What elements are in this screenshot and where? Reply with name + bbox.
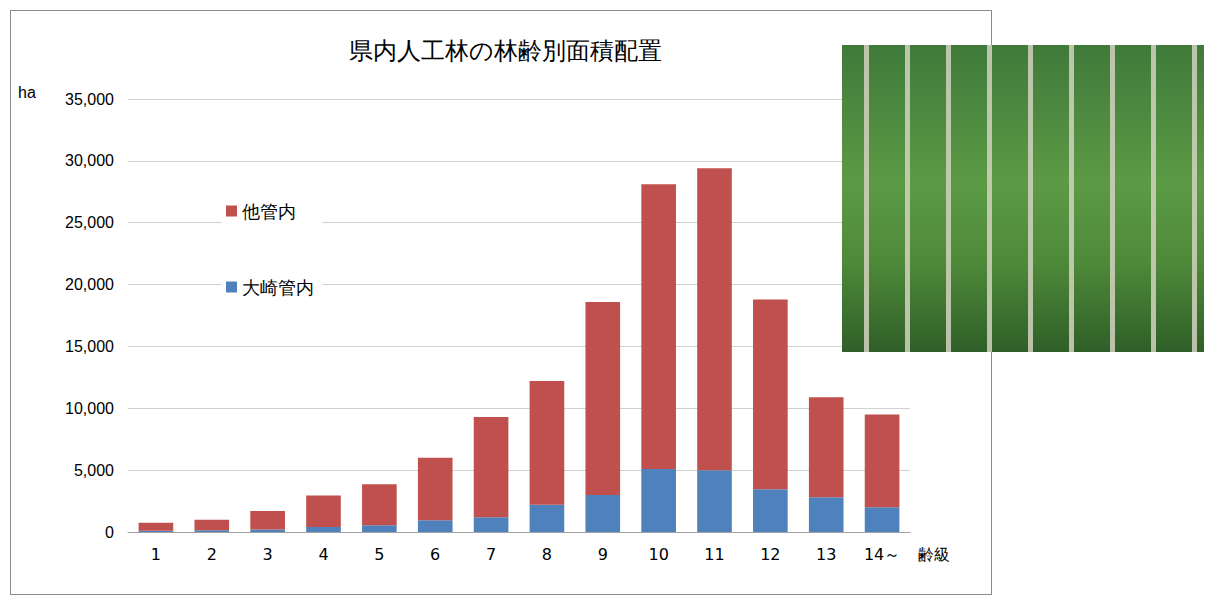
svg-text:5: 5 [374,545,384,564]
svg-text:3: 3 [263,545,273,564]
svg-text:9: 9 [598,545,608,564]
svg-text:4: 4 [318,545,328,564]
svg-text:25,000: 25,000 [65,214,114,231]
svg-text:35,000: 35,000 [65,91,114,108]
svg-text:15,000: 15,000 [65,338,114,355]
svg-text:6: 6 [430,545,440,564]
svg-text:ha: ha [18,84,36,101]
svg-text:2: 2 [207,545,217,564]
svg-text:10: 10 [648,545,668,564]
svg-text:12: 12 [760,545,780,564]
svg-text:14～: 14～ [864,545,900,564]
svg-text:8: 8 [542,545,552,564]
svg-text:13: 13 [816,545,836,564]
svg-text:大崎管内: 大崎管内 [242,277,314,298]
svg-text:30,000: 30,000 [65,152,114,169]
svg-text:20,000: 20,000 [65,276,114,293]
svg-text:7: 7 [486,545,496,564]
svg-text:他管内: 他管内 [242,201,296,222]
svg-text:5,000: 5,000 [74,462,114,479]
svg-text:1: 1 [151,545,161,564]
svg-text:0: 0 [105,524,114,541]
svg-text:齢級: 齢級 [918,545,950,564]
svg-text:10,000: 10,000 [65,400,114,417]
svg-text:11: 11 [704,545,724,564]
svg-text:県内人工林の林齢別面積配置: 県内人工林の林齢別面積配置 [349,37,662,65]
